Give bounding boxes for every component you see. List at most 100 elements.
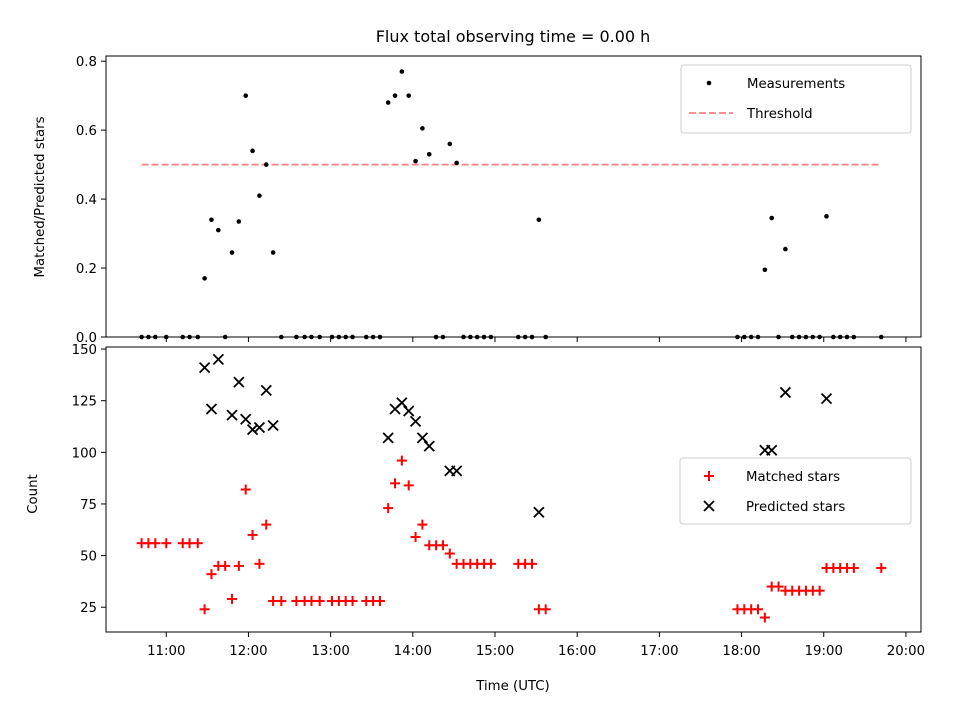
predicted-star-stroke: [212, 353, 224, 366]
predicted-star-stroke: [253, 421, 266, 434]
bottom-x-tick-label: 12:00: [229, 644, 267, 659]
measurement-point: [735, 334, 740, 340]
matched-star-point: [383, 503, 394, 514]
matched-star-point: [540, 604, 551, 615]
bottom-x-tick-label: 13:00: [311, 644, 349, 659]
predicted-star-point: [205, 403, 218, 415]
measurement-point: [851, 334, 857, 340]
measurement-point: [294, 334, 299, 340]
matched-star-point: [396, 455, 407, 466]
measurement-point: [270, 250, 276, 255]
measurement-point: [377, 334, 383, 340]
measurement-point: [789, 334, 795, 340]
matched-star-point: [240, 484, 251, 495]
matched-star-point: [233, 560, 244, 571]
bottom-x-tick-label: 16:00: [558, 644, 596, 659]
measurement-point: [440, 334, 446, 340]
matched-star-point: [347, 596, 358, 607]
bottom-y-tick-label: 100: [72, 446, 97, 461]
measurement-point: [336, 334, 342, 340]
matched-star-point: [247, 529, 258, 540]
matched-star-point: [848, 562, 859, 573]
measurement-point: [309, 334, 314, 340]
predicted-star-stroke: [766, 444, 778, 456]
predicted-star-point: [779, 386, 792, 399]
matched-star-point: [254, 558, 265, 569]
matched-star-point: [227, 593, 238, 604]
top-y-tick-label: 0.2: [76, 262, 97, 277]
measurement-point: [831, 334, 836, 340]
measurement-point: [755, 334, 761, 340]
measurement-point: [488, 334, 494, 340]
bottom-y-ticks: 25 50 75 100 125 150: [72, 343, 106, 616]
predicted-star-point: [233, 376, 245, 388]
predicted-stars-points: [198, 353, 833, 518]
predicted-star-point: [198, 362, 211, 374]
top-y-tick-label: 0.8: [76, 55, 97, 70]
measurement-point: [796, 334, 802, 340]
measurement-point: [481, 334, 487, 340]
predicted-star-point: [451, 465, 463, 477]
bottom-x-ticks: 11:00 12:00 13:00 14:00 15:00 16:00 17:00 18:00…: [147, 632, 925, 659]
top-plot-frame: [105, 55, 922, 338]
x-axis-label: Time (UTC): [475, 679, 550, 694]
measurement-point: [202, 276, 207, 281]
bottom-y-tick-label: 75: [80, 498, 97, 513]
predicted-star-stroke: [423, 440, 435, 452]
measurement-point: [810, 334, 816, 340]
measurement-point: [769, 215, 774, 221]
predicted-star-point: [766, 444, 778, 456]
measurement-point: [426, 151, 432, 157]
predicted-star-stroke: [416, 432, 429, 444]
matched-star-point: [753, 604, 763, 615]
measurement-point: [209, 217, 214, 223]
bottom-x-tick-label: 15:00: [476, 644, 514, 659]
legend-matched-label: Matched stars: [746, 470, 840, 485]
measurement-point: [762, 267, 768, 273]
top-plot: 0.00.20.40.60.8 Matched/Predicted stars …: [33, 55, 922, 346]
measurement-point: [529, 334, 535, 340]
matched-star-point: [390, 478, 401, 489]
measurement-point: [803, 334, 809, 340]
matched-star-point: [814, 585, 825, 596]
matched-star-point: [437, 540, 448, 551]
measurement-point: [180, 334, 186, 340]
top-x-ticks: [165, 337, 907, 342]
measurement-point: [406, 93, 412, 98]
top-y-axis-label: Matched/Predicted stars: [33, 116, 48, 277]
matched-star-point: [261, 519, 272, 530]
measurement-point: [447, 141, 453, 147]
measurement-point: [844, 334, 850, 340]
measurement-points: [139, 69, 884, 340]
measurement-point: [454, 160, 459, 166]
top-y-ticks: 0.0 0.2 0.4 0.6 0.8: [76, 55, 106, 346]
matched-star-point: [199, 604, 210, 615]
predicted-star-point: [416, 432, 429, 444]
matched-star-point: [220, 560, 231, 571]
bottom-y-tick-label: 125: [72, 395, 97, 410]
measurement-point: [461, 334, 466, 340]
measurement-point: [146, 334, 151, 340]
chart-title: Flux total observing time = 0.00 h: [376, 27, 651, 46]
measurement-point: [317, 334, 322, 340]
measurement-point: [236, 219, 242, 224]
measurement-point: [522, 334, 528, 340]
legend-measurements-marker: [706, 80, 712, 86]
measurement-point: [824, 214, 829, 219]
measurement-point: [468, 334, 473, 340]
predicted-star-stroke: [240, 413, 252, 425]
matched-star-point: [192, 538, 203, 549]
matched-star-point: [876, 562, 887, 573]
predicted-star-stroke: [205, 403, 218, 415]
measurement-point: [139, 334, 144, 340]
predicted-star-stroke: [533, 506, 545, 518]
predicted-star-stroke: [233, 376, 245, 388]
predicted-star-point: [820, 392, 833, 405]
measurement-point: [370, 334, 376, 340]
bottom-plot: 25 50 75 100 125 150 11:00 12:00 13:00 14:00 15:0…: [26, 343, 925, 694]
measurement-point: [263, 162, 269, 167]
legend-matched-marker: [704, 471, 714, 481]
bottom-x-tick-label: 18:00: [722, 644, 760, 659]
bottom-y-axis-label: Count: [26, 474, 41, 514]
